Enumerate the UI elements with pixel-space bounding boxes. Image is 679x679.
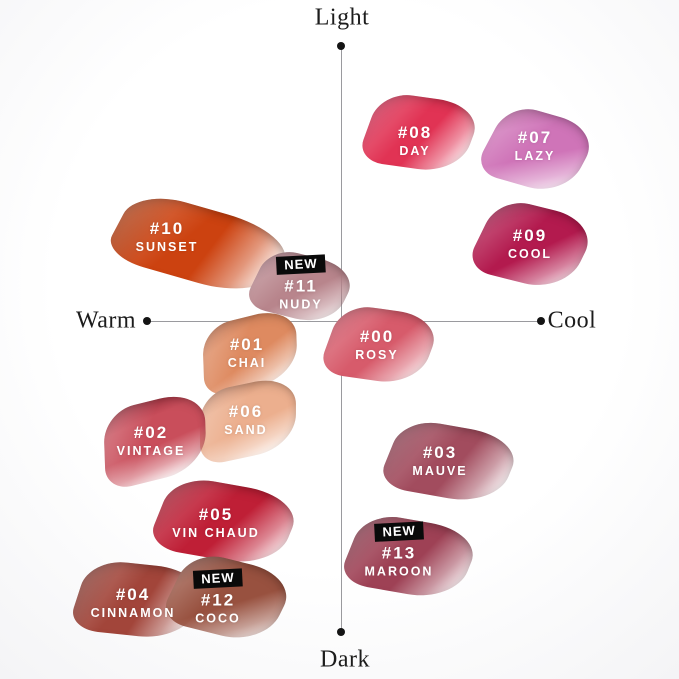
swatch-number: #09	[512, 226, 548, 246]
axis-label-light: Light	[314, 4, 370, 31]
swatch-label--06-sand: #06 SAND	[224, 402, 267, 438]
new-badge: NEW	[192, 568, 244, 589]
axis-dot-left	[143, 317, 151, 325]
swatch-number: #01	[229, 335, 265, 355]
swatch-number: #00	[359, 327, 395, 347]
swatch-number: #07	[517, 128, 553, 148]
swatch-number: #10	[149, 219, 185, 239]
swatch-label--10-sunset: #10 SUNSET	[136, 219, 199, 255]
swatch-label--13-maroon: NEW #13 MAROON	[364, 521, 434, 580]
swatch-name: MAUVE	[412, 463, 468, 478]
swatch-number: #11	[284, 276, 318, 296]
swatch-name: COCO	[195, 611, 241, 626]
axis-label-dark: Dark	[320, 646, 370, 673]
swatch-name: VINTAGE	[116, 443, 186, 458]
swatch-number: #04	[115, 585, 151, 605]
axis-dot-right	[537, 317, 545, 325]
swatch-label--12-coco: NEW #12 COCO	[192, 568, 244, 627]
swatch-name: LAZY	[514, 148, 556, 163]
swatch-number: #12	[200, 590, 236, 610]
swatch-label--00-rosy: #00 ROSY	[355, 327, 398, 363]
swatch-name: VIN CHAUD	[172, 525, 260, 540]
axis-dot-top	[337, 42, 345, 50]
swatch-number: #06	[228, 402, 264, 422]
swatch-label--04-cinnamon: #04 CINNAMON	[91, 585, 176, 621]
swatch-name: DAY	[399, 143, 431, 158]
swatch-name: SAND	[224, 422, 268, 437]
axis-dot-bottom	[337, 628, 345, 636]
swatch-label--02-vintage: #02 VINTAGE	[117, 423, 186, 459]
swatch-label--01-chai: #01 CHAI	[228, 335, 267, 371]
swatch-number: #05	[198, 505, 234, 525]
axis-label-warm: Warm	[75, 307, 137, 334]
swatch-label--11-nudy: NEW #11 NUDY	[275, 254, 327, 313]
swatch-label--07-lazy: #07 LAZY	[515, 128, 556, 164]
new-badge: NEW	[275, 254, 327, 275]
swatch-name: COOL	[507, 246, 553, 261]
swatch-number: #13	[381, 543, 417, 563]
axis-label-cool: Cool	[547, 307, 597, 334]
swatch-label--03-mauve: #03 MAUVE	[412, 443, 467, 479]
swatch-label--09-cool: #09 COOL	[508, 226, 552, 262]
swatch-name: SUNSET	[135, 239, 199, 254]
swatch-name: NUDY	[279, 297, 323, 312]
swatch-name: MAROON	[364, 564, 434, 579]
swatch-label--05-vin-chaud: #05 VIN CHAUD	[172, 505, 259, 541]
swatch-number: #02	[133, 423, 169, 443]
swatch-number: #08	[397, 123, 433, 143]
swatch-number: #03	[422, 443, 458, 463]
swatch-name: ROSY	[355, 347, 399, 362]
swatch-name: CINNAMON	[90, 605, 176, 620]
new-badge: NEW	[373, 521, 425, 542]
swatch-label--08-day: #08 DAY	[398, 123, 432, 159]
swatch-name: CHAI	[227, 355, 267, 370]
